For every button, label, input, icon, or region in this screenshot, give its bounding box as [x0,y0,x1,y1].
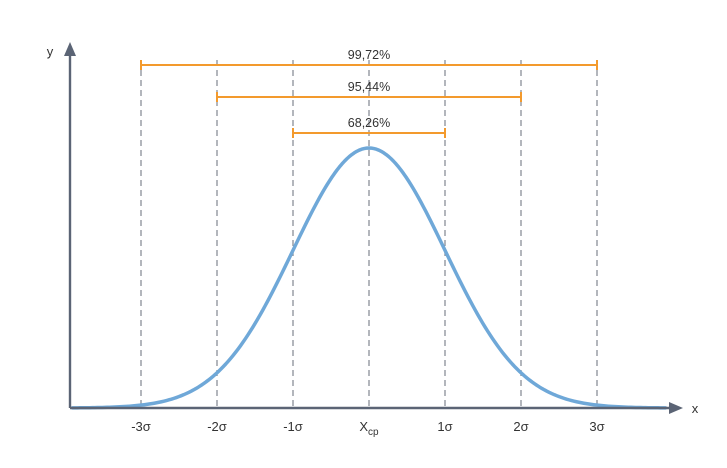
sigma-guide-lines [140,60,598,408]
interval-label: 68,26% [348,116,390,130]
tick-label-3: 3σ [589,419,604,434]
interval-label: 99,72% [348,48,390,62]
curve-layer [70,146,668,410]
tick-subscript: cp [368,427,379,438]
y-axis-label: y [47,44,54,59]
tick-labels: -3σ -2σ -1σ Xcp 1σ 2σ 3σ [131,419,604,438]
tick-label-1: 1σ [437,419,452,434]
y-axis-arrow-icon [64,42,76,56]
interval-brackets: 99,72% 95,44% 68,26% [140,48,598,138]
tick-label-minus3: -3σ [131,419,151,434]
x-axis-label: x [692,401,699,416]
interval-bracket-3: 68,26% [292,116,446,138]
tick-label-minus2: -2σ [207,419,227,434]
distribution-curve [70,146,668,410]
interval-bracket-2: 95,44% [216,80,522,102]
x-axis-arrow-icon [669,402,683,414]
tick-label-minus1: -1σ [283,419,303,434]
tick-label-2: 2σ [513,419,528,434]
interval-bracket-1: 99,72% [140,48,598,70]
axes: yx [47,42,699,416]
tick-label-0: Xcp [359,419,379,438]
interval-label: 95,44% [348,80,390,94]
